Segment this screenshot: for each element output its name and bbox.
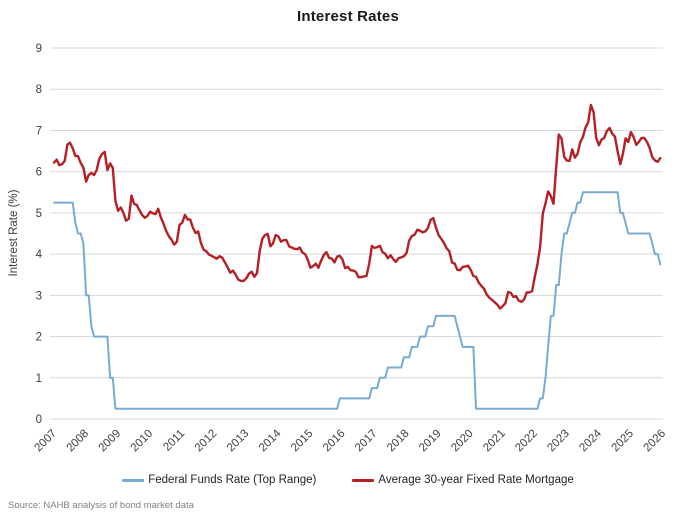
legend-label-federal-funds: Federal Funds Rate (Top Range) — [148, 474, 317, 486]
y-tick-label: 2 — [36, 332, 42, 344]
chart-title: Interest Rates — [296, 8, 399, 25]
x-tick-label: 2018 — [385, 428, 412, 455]
x-tick-label: 2008 — [65, 428, 92, 455]
y-tick-label: 4 — [36, 249, 43, 261]
federal-funds-line-swatch — [122, 478, 145, 482]
y-tick-label: 1 — [36, 373, 42, 385]
y-tick-label: 9 — [36, 43, 42, 55]
federal-funds-rate-line — [53, 191, 662, 410]
x-tick-label: 2007 — [33, 428, 60, 455]
x-tick-label: 2016 — [321, 428, 348, 455]
x-tick-label: 2024 — [577, 427, 604, 454]
x-axis-tick-labels: 2007 2008 2009 2010 2011 2012 2013 2014 2015 2016… — [33, 427, 669, 454]
x-tick-label: 2025 — [609, 428, 636, 455]
y-axis-title: Interest Rate (%) — [8, 189, 20, 276]
legend-label-mortgage: Average 30-year Fixed Rate Mortgage — [378, 474, 574, 486]
x-tick-label: 2013 — [225, 428, 252, 455]
y-tick-label: 6 — [36, 167, 42, 179]
x-tick-label: 2012 — [193, 428, 220, 455]
x-tick-label: 2023 — [545, 428, 572, 455]
legend-item-mortgage: Average 30-year Fixed Rate Mortgage — [352, 474, 574, 486]
x-tick-label: 2020 — [449, 428, 476, 455]
y-tick-label: 0 — [36, 414, 42, 426]
mortgage-rate-line — [52, 103, 662, 310]
source-note: Source: NAHB analysis of bond market dat… — [8, 500, 194, 511]
x-tick-label: 2011 — [161, 428, 187, 454]
x-tick-label: 2021 — [481, 428, 508, 455]
x-tick-label: 2017 — [353, 428, 380, 455]
chart-legend: Federal Funds Rate (Top Range) Average 3… — [0, 474, 696, 486]
x-tick-label: 2022 — [513, 428, 540, 455]
y-axis-tick-labels: 0 1 2 3 4 5 6 7 8 9 — [36, 43, 43, 426]
x-tick-label: 2010 — [129, 428, 156, 455]
gridlines-group — [50, 47, 663, 420]
series-lines-group — [52, 103, 662, 410]
y-tick-label: 3 — [36, 290, 42, 302]
x-tick-label: 2026 — [642, 428, 669, 455]
x-tick-label: 2015 — [289, 428, 316, 455]
legend-item-federal-funds: Federal Funds Rate (Top Range) — [122, 474, 316, 486]
x-tick-label: 2014 — [257, 427, 284, 454]
y-tick-label: 8 — [36, 84, 42, 96]
x-tick-label: 2009 — [97, 428, 124, 455]
x-tick-label: 2019 — [417, 428, 444, 455]
y-tick-label: 5 — [36, 208, 42, 220]
y-tick-label: 7 — [36, 125, 42, 137]
mortgage-line-swatch — [352, 478, 375, 482]
